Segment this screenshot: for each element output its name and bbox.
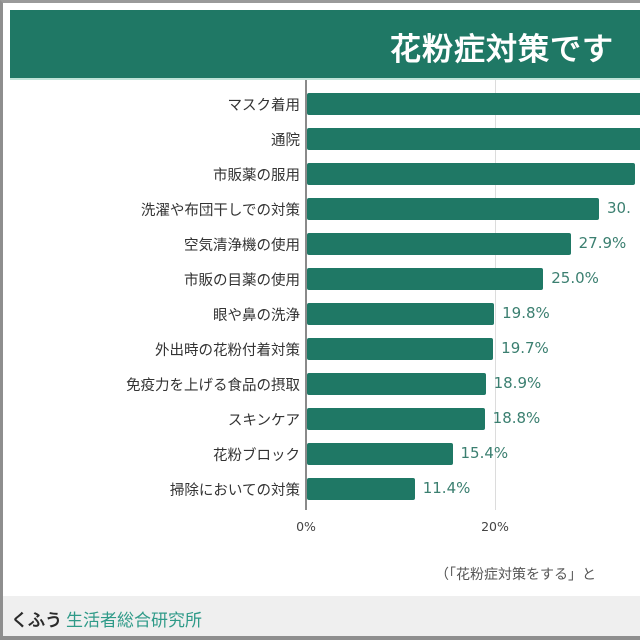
chart-row: 免疫力を上げる食品の摂取 18.9% [0, 367, 640, 402]
value-label: 18.9% [493, 374, 542, 392]
chart-row: 市販の目薬の使用 25.0% [0, 262, 640, 297]
chart-row: スキンケア 18.8% [0, 402, 640, 437]
category-label: 掃除においての対策 [169, 483, 300, 499]
bar [307, 163, 635, 185]
chart-row: 花粉ブロック 15.4% [0, 437, 640, 472]
category-label: マスク着用 [227, 98, 301, 114]
bar [307, 233, 571, 255]
value-label: 30. [607, 199, 631, 217]
value-label: 27.9% [578, 234, 627, 252]
x-tick-label: 0% [296, 519, 316, 534]
bar [307, 303, 495, 325]
category-label: 花粉ブロック [213, 448, 300, 464]
y-axis-line [305, 80, 307, 510]
chart-row: 市販薬の服用 [0, 157, 640, 192]
footer-brand-logo: くふう 生活者総合研究所 [11, 606, 202, 631]
chart-row: 空気清浄機の使用 27.9% [0, 227, 640, 262]
value-label: 19.8% [502, 304, 550, 322]
bar [307, 93, 640, 115]
category-label: 通院 [271, 133, 300, 149]
brand-name: くふう [11, 611, 62, 631]
value-label: 25.0% [551, 269, 599, 287]
category-label: 免疫力を上げる食品の摂取 [126, 378, 300, 394]
bar [307, 128, 640, 150]
organization-name: 生活者総合研究所 [66, 611, 202, 631]
category-label: 空気清浄機の使用 [184, 238, 300, 254]
category-label: スキンケア [227, 413, 300, 429]
gridline-20 [495, 80, 496, 510]
chart-row: 眼や鼻の洗浄 19.8% [0, 297, 640, 332]
category-label: 眼や鼻の洗浄 [213, 308, 300, 324]
category-label: 外出時の花粉付着対策 [155, 343, 300, 359]
value-label: 18.8% [492, 409, 541, 427]
chart-row: マスク着用 [0, 87, 640, 122]
category-label: 市販の目薬の使用 [184, 273, 300, 289]
category-label: 市販薬の服用 [213, 168, 300, 184]
chart-note: （「花粉症対策をする」と [435, 567, 596, 583]
value-label: 15.4% [460, 444, 509, 462]
bar [307, 338, 494, 360]
chart-title: 花粉症対策です [390, 32, 614, 68]
category-label: 洗濯や布団干しでの対策 [140, 203, 300, 219]
footer: くふう 生活者総合研究所 [3, 596, 640, 636]
chart-row: 通院 [0, 122, 640, 157]
value-label: 19.7% [501, 339, 549, 357]
x-tick-label: 20% [481, 519, 509, 534]
bar [307, 268, 544, 290]
bar [307, 373, 486, 395]
chart-row: 洗濯や布団干しでの対策 30. [0, 192, 640, 227]
chart-row: 掃除においての対策 11.4% [0, 472, 640, 507]
chart-row: 外出時の花粉付着対策 19.7% [0, 332, 640, 367]
bar [307, 443, 453, 465]
title-banner: 花粉症対策です [10, 10, 640, 80]
value-label: 11.4% [422, 479, 471, 497]
bar [307, 198, 599, 220]
bar-chart: マスク着用通院市販薬の服用洗濯や布団干しでの対策 30. 空気清浄機の使用 27.9%… [0, 80, 640, 534]
bar [307, 408, 485, 430]
bar [307, 478, 415, 500]
